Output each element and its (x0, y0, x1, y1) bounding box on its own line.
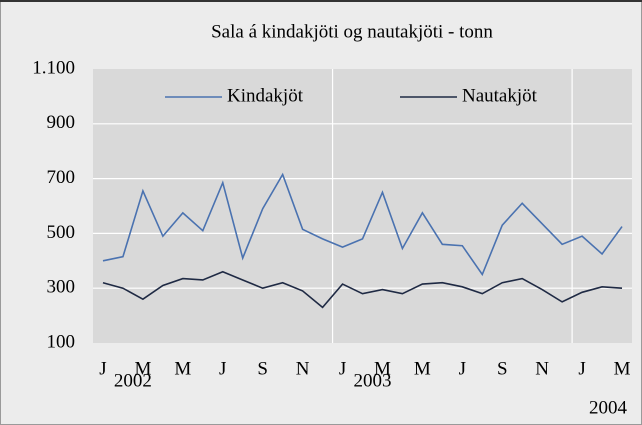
x-tick-label: M (134, 358, 151, 379)
x-tick-label: M (414, 358, 431, 379)
series-line (102, 172, 623, 277)
x-tick-label: S (497, 358, 508, 379)
x-tick-label: N (296, 358, 310, 379)
x-tick-label: M (374, 358, 391, 379)
y-tick-label: 900 (47, 112, 76, 133)
y-tick-label: 1.100 (32, 57, 75, 78)
legend-label: Kindakjöt (227, 85, 304, 106)
chart-title: Sala á kindakjöti og nautakjöti - tonn (211, 21, 493, 42)
x-tick-label: J (99, 358, 106, 379)
x-tick-label: J (339, 358, 346, 379)
x-tick-label: N (535, 358, 549, 379)
x-tick-label: J (459, 358, 466, 379)
y-tick-label: 300 (47, 277, 76, 298)
legend-label: Nautakjöt (462, 85, 538, 106)
x-tick-label: S (257, 358, 268, 379)
year-label: 2002 (114, 370, 152, 391)
y-tick-label: 100 (47, 331, 76, 352)
x-tick-label: J (219, 358, 226, 379)
x-tick-label: J (578, 358, 585, 379)
x-tick-label: M (614, 358, 631, 379)
y-tick-label: 500 (47, 222, 76, 243)
y-tick-label: 700 (47, 167, 76, 188)
series-line (102, 270, 623, 309)
plot-area (93, 69, 632, 343)
x-tick-label: M (174, 358, 191, 379)
year-label: 2004 (589, 397, 628, 418)
year-label: 2003 (353, 370, 391, 391)
